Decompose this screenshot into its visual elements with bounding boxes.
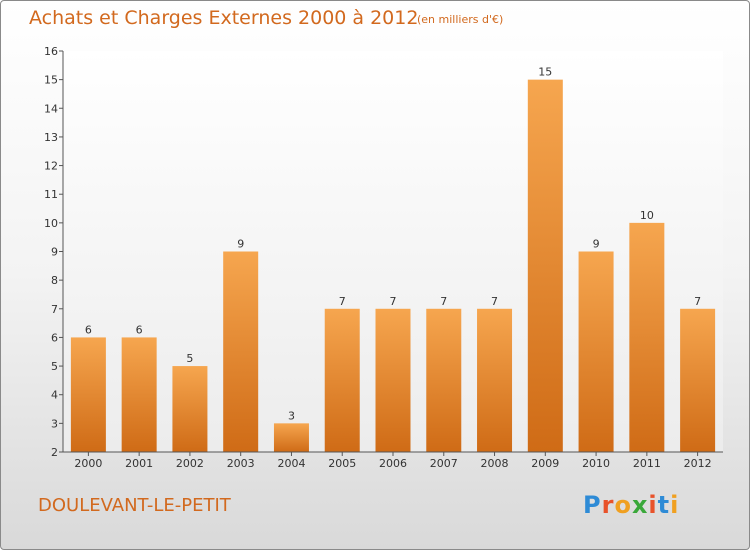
x-tick-label: 2008 [481,457,509,470]
logo-letter: t [657,491,671,519]
chart-subtitle: (en milliers d'€) [417,13,504,26]
proxiti-logo: Proxiti [583,491,679,519]
bar [680,308,716,452]
bar-value-label: 7 [339,295,346,308]
bar [172,366,208,452]
bar-value-label: 9 [593,238,600,251]
y-tick-label: 4 [51,389,58,402]
bar-value-label: 7 [491,295,498,308]
bar-value-label: 7 [694,295,701,308]
bar [629,222,665,452]
y-tick-label: 9 [51,246,58,259]
logo-letter: o [614,491,632,519]
y-tick-label: 14 [44,102,58,115]
y-tick-label: 15 [44,74,58,87]
commune-name: DOULEVANT-LE-PETIT [38,495,231,516]
y-tick-label: 13 [44,131,58,144]
bar [578,251,614,452]
y-tick-label: 8 [51,274,58,287]
bar [527,79,563,453]
bar [273,423,309,452]
x-tick-label: 2004 [277,457,305,470]
bar [70,337,106,452]
x-tick-label: 2000 [74,457,102,470]
x-tick-label: 2009 [531,457,559,470]
y-axis: 2 3 4 5 6 7 8 9 10 11 12 13 14 15 16 [44,45,64,459]
logo-letter: P [583,491,602,519]
bar-value-label: 9 [237,238,244,251]
y-tick-label: 11 [44,188,58,201]
bar [477,308,513,452]
chart-title: Achats et Charges Externes 2000 à 2012 [29,7,419,29]
x-tick-label: 2012 [684,457,712,470]
logo-letter: r [601,491,615,519]
logo-letter: x [631,491,649,519]
x-tick-label: 2010 [582,457,610,470]
bar [121,337,157,452]
bar-value-label: 5 [186,352,193,365]
bar [223,251,259,452]
x-tick-label: 2011 [633,457,661,470]
bar-value-label: 7 [390,295,397,308]
y-tick-label: 6 [51,331,58,344]
x-tick-label: 2003 [227,457,255,470]
bar-value-label: 7 [440,295,447,308]
bar-value-label: 3 [288,409,295,422]
bar-value-label: 6 [136,323,143,336]
y-tick-label: 10 [44,217,58,230]
x-tick-label: 2002 [176,457,204,470]
bar-value-label: 6 [85,323,92,336]
logo-letter: i [648,491,658,519]
y-tick-label: 3 [51,417,58,430]
bar [375,308,411,452]
bar-value-label: 10 [640,209,654,222]
y-tick-label: 2 [51,446,58,459]
bars-group: 6 6 5 9 3 7 7 7 7 15 9 10 7 [70,66,716,453]
y-tick-label: 7 [51,303,58,316]
bar [324,308,360,452]
y-tick-label: 16 [44,45,58,58]
x-tick-label: 2005 [328,457,356,470]
logo-letter: i [670,491,680,519]
x-tick-label: 2001 [125,457,153,470]
bar-value-label: 15 [538,66,552,79]
y-tick-label: 5 [51,360,58,373]
bar [426,308,462,452]
x-axis: 2000 2001 2002 2003 2004 2005 2006 2007 2008 2009… [63,451,723,470]
y-tick-label: 12 [44,160,58,173]
x-tick-label: 2007 [430,457,458,470]
x-tick-label: 2006 [379,457,407,470]
